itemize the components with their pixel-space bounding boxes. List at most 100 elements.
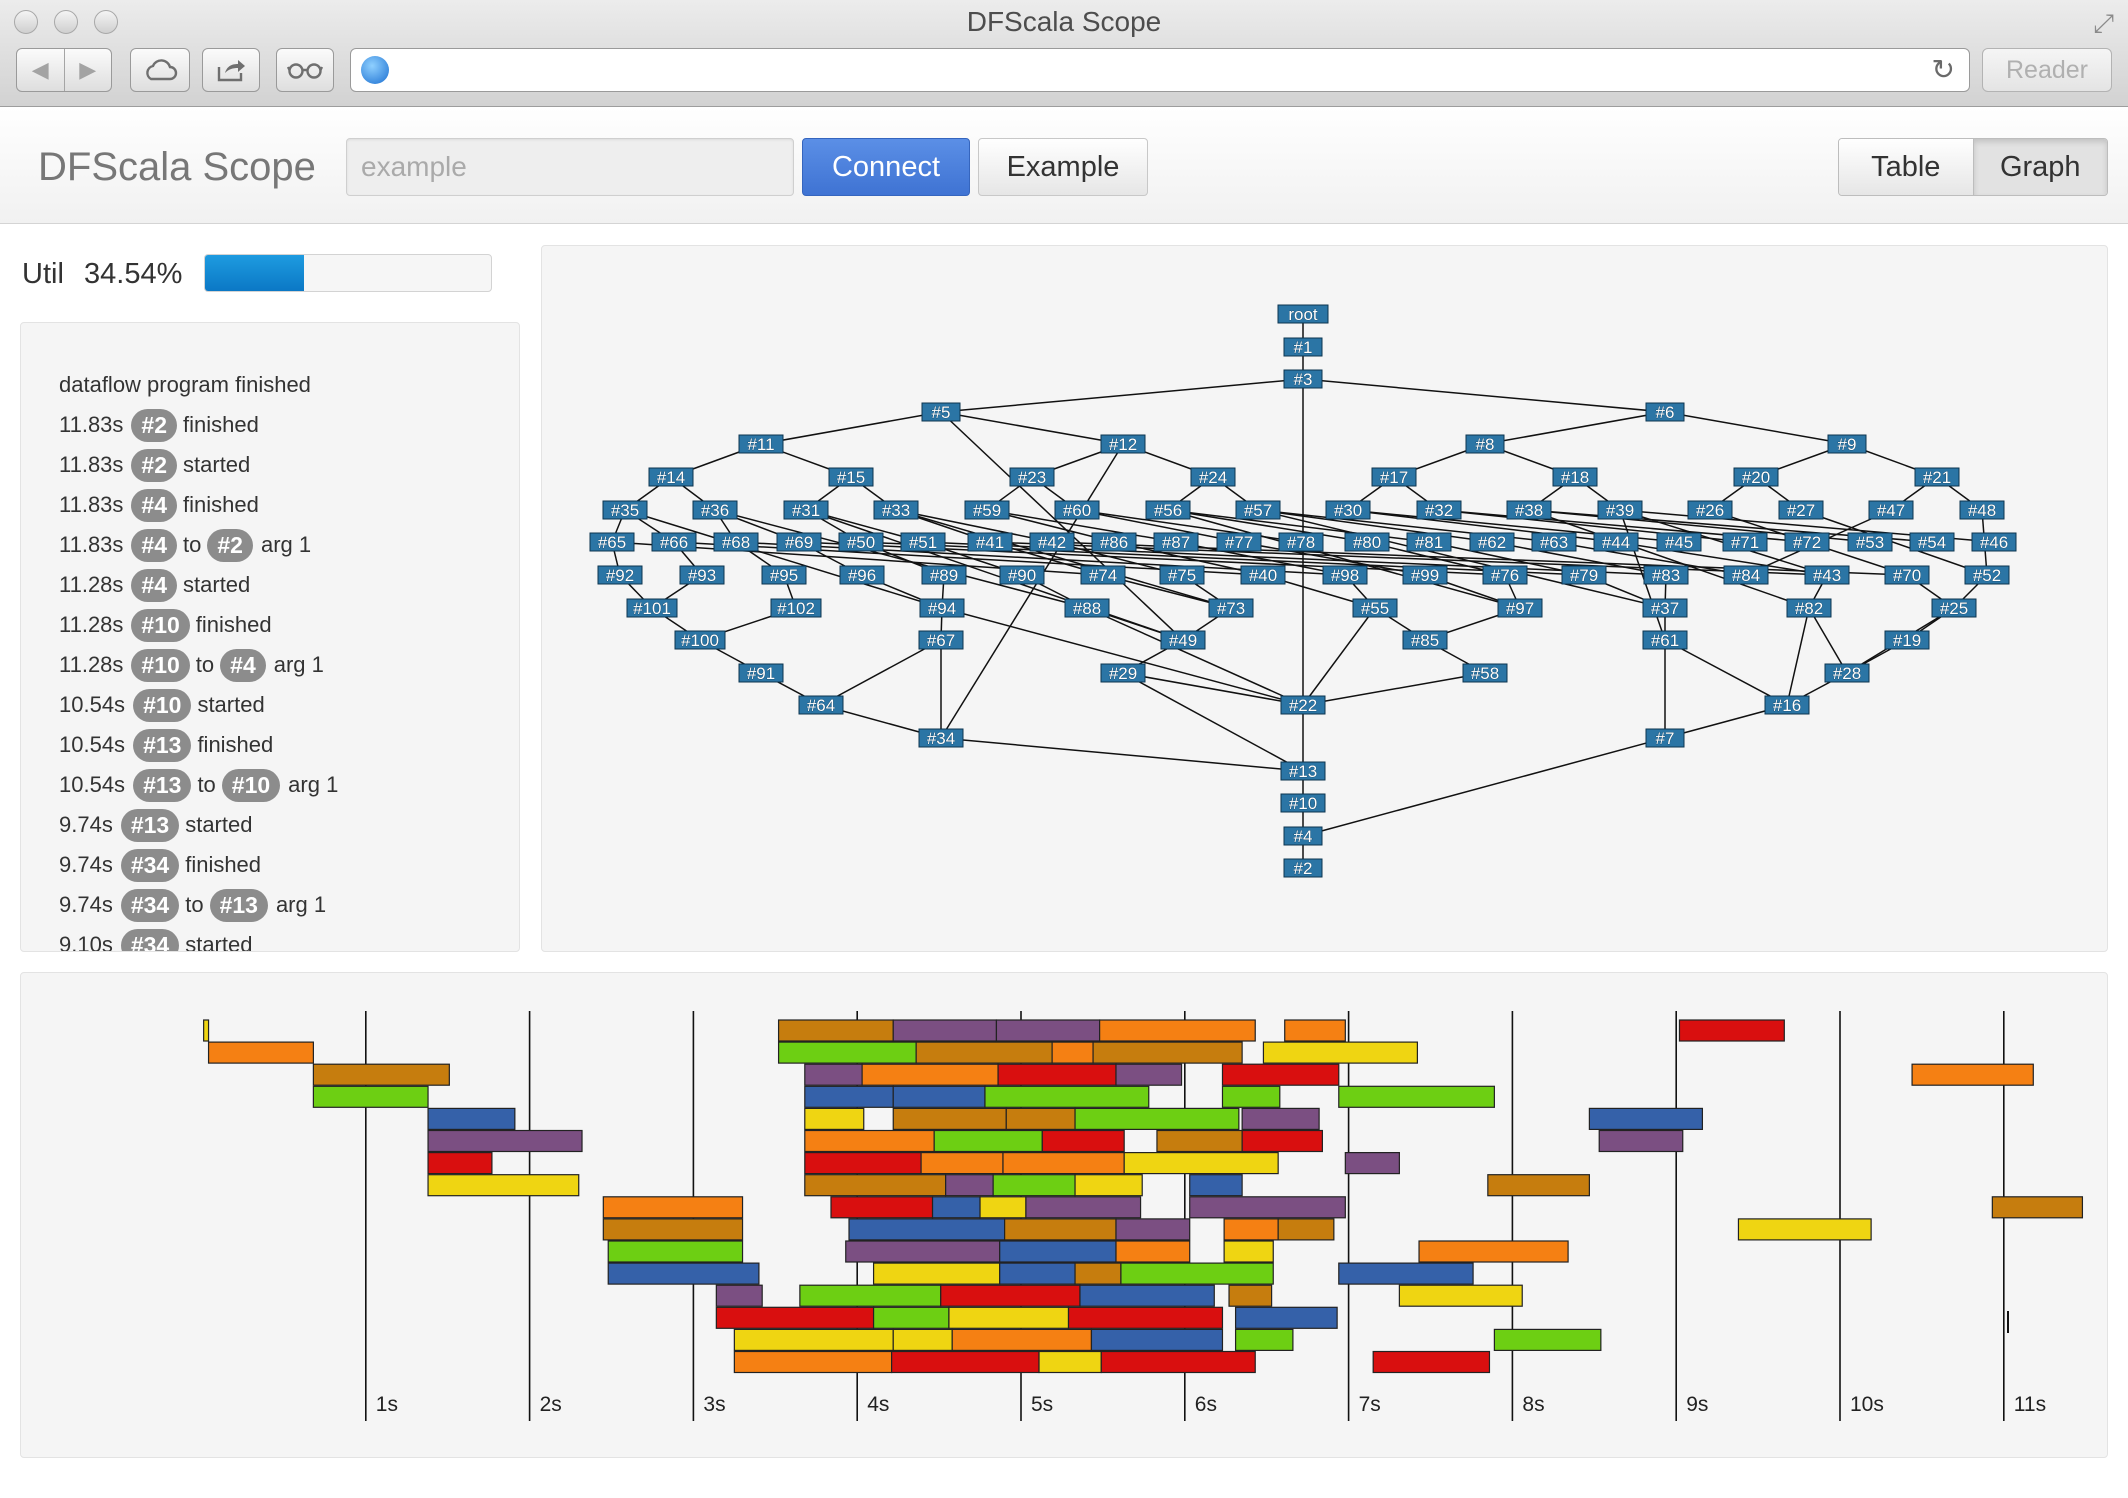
timeline-task-bar[interactable] bbox=[1156, 1129, 1243, 1153]
graph-node[interactable]: #26 bbox=[1687, 500, 1733, 520]
graph-node[interactable]: #57 bbox=[1235, 500, 1281, 520]
timeline-task-bar[interactable] bbox=[933, 1129, 1043, 1153]
timeline-task-bar[interactable] bbox=[892, 1085, 986, 1108]
timeline-task-bar[interactable] bbox=[602, 1218, 744, 1241]
graph-node[interactable]: #78 bbox=[1278, 532, 1324, 552]
timeline-task-bar[interactable] bbox=[845, 1240, 1001, 1263]
graph-node[interactable]: #34 bbox=[918, 728, 964, 748]
example-button[interactable]: Example bbox=[978, 138, 1148, 196]
graph-node[interactable]: #52 bbox=[1964, 565, 2010, 585]
graph-node[interactable]: #58 bbox=[1462, 663, 1508, 683]
timeline-task-bar[interactable] bbox=[1079, 1284, 1215, 1307]
graph-node[interactable]: #2 bbox=[1283, 858, 1323, 878]
graph-node[interactable]: #35 bbox=[602, 500, 648, 520]
graph-node[interactable]: #79 bbox=[1561, 565, 1607, 585]
graph-node[interactable]: #98 bbox=[1322, 565, 1368, 585]
table-view-button[interactable]: Table bbox=[1839, 139, 1974, 195]
graph-node[interactable]: #75 bbox=[1159, 565, 1205, 585]
timeline-task-bar[interactable] bbox=[1418, 1240, 1569, 1263]
timeline-task-bar[interactable] bbox=[861, 1063, 999, 1086]
reader-button[interactable]: Reader bbox=[1982, 48, 2112, 92]
graph-node[interactable]: #32 bbox=[1416, 500, 1462, 520]
timeline-task-bar[interactable] bbox=[1338, 1262, 1474, 1285]
graph-node[interactable]: #36 bbox=[692, 500, 738, 520]
fullscreen-icon[interactable]: ⤢ bbox=[2093, 8, 2114, 38]
graph-node[interactable]: #65 bbox=[589, 532, 635, 552]
graph-node[interactable]: #45 bbox=[1656, 532, 1702, 552]
timeline-task-bar[interactable] bbox=[1737, 1218, 1872, 1241]
graph-node[interactable]: #31 bbox=[783, 500, 829, 520]
timeline-task-bar[interactable] bbox=[1090, 1328, 1224, 1351]
timeline-task-bar[interactable] bbox=[1338, 1085, 1495, 1108]
timeline-task-bar[interactable] bbox=[1372, 1350, 1491, 1374]
graph-node[interactable]: #14 bbox=[648, 467, 694, 487]
timeline-task-bar[interactable] bbox=[804, 1085, 894, 1108]
graph-node[interactable]: #30 bbox=[1325, 500, 1371, 520]
graph-node[interactable]: #70 bbox=[1884, 565, 1930, 585]
timeline-task-bar[interactable] bbox=[1223, 1218, 1279, 1241]
graph-node[interactable]: #4 bbox=[1283, 826, 1323, 846]
graph-node[interactable]: #42 bbox=[1029, 532, 1075, 552]
timeline-task-bar[interactable] bbox=[804, 1129, 935, 1153]
graph-node[interactable]: #38 bbox=[1506, 500, 1552, 520]
timeline-task-bar[interactable] bbox=[804, 1107, 865, 1130]
graph-node[interactable]: #97 bbox=[1497, 598, 1543, 618]
event-log-panel[interactable]: dataflow program finished 11.83s #2 finishe… bbox=[20, 322, 520, 952]
timeline-task-bar[interactable] bbox=[872, 1306, 950, 1329]
timeline-task-bar[interactable] bbox=[999, 1240, 1117, 1263]
reload-icon[interactable]: ↻ bbox=[1931, 54, 1955, 85]
timeline-task-bar[interactable] bbox=[1221, 1063, 1340, 1086]
graph-node[interactable]: #11 bbox=[738, 434, 784, 454]
timeline-task-bar[interactable] bbox=[1262, 1041, 1418, 1064]
graph-node[interactable]: #72 bbox=[1784, 532, 1830, 552]
graph-node[interactable]: #18 bbox=[1552, 467, 1598, 487]
graph-node[interactable]: #61 bbox=[1642, 630, 1688, 650]
graph-node[interactable]: #87 bbox=[1153, 532, 1199, 552]
timeline-task-bar[interactable] bbox=[1005, 1107, 1076, 1130]
timeline-task-bar[interactable] bbox=[804, 1152, 922, 1175]
graph-node[interactable]: #47 bbox=[1868, 500, 1914, 520]
timeline-task-bar[interactable] bbox=[602, 1196, 744, 1219]
graph-node[interactable]: #62 bbox=[1469, 532, 1515, 552]
address-bar[interactable]: ↻ bbox=[350, 48, 1970, 92]
graph-node[interactable]: #21 bbox=[1914, 467, 1960, 487]
graph-node[interactable]: #76 bbox=[1482, 565, 1528, 585]
graph-node[interactable]: #71 bbox=[1722, 532, 1768, 552]
graph-node[interactable]: #68 bbox=[713, 532, 759, 552]
timeline-task-bar[interactable] bbox=[892, 1019, 998, 1042]
timeline-task-bar[interactable] bbox=[733, 1350, 893, 1374]
graph-node[interactable]: #63 bbox=[1531, 532, 1577, 552]
timeline-task-bar[interactable] bbox=[995, 1019, 1101, 1042]
graph-node[interactable]: #43 bbox=[1804, 565, 1850, 585]
timeline-task-bar[interactable] bbox=[979, 1196, 1027, 1219]
timeline-task-bar[interactable] bbox=[1678, 1019, 1785, 1042]
graph-node[interactable]: #24 bbox=[1190, 467, 1236, 487]
timeline-task-bar[interactable] bbox=[892, 1107, 1007, 1130]
close-window-button[interactable] bbox=[14, 10, 38, 34]
graph-node[interactable]: #85 bbox=[1402, 630, 1448, 650]
timeline-task-bar[interactable] bbox=[607, 1262, 760, 1285]
timeline-task-bar[interactable] bbox=[1120, 1262, 1274, 1285]
timeline-task-bar[interactable] bbox=[1493, 1328, 1602, 1351]
timeline-task-bar[interactable] bbox=[1221, 1085, 1281, 1108]
timeline-task-bar[interactable] bbox=[997, 1063, 1117, 1086]
graph-node[interactable]: #64 bbox=[798, 695, 844, 715]
timeline-task-bar[interactable] bbox=[945, 1174, 994, 1197]
timeline-task-bar[interactable] bbox=[920, 1152, 1004, 1175]
graph-node[interactable]: #73 bbox=[1208, 598, 1254, 618]
graph-node[interactable]: #22 bbox=[1280, 695, 1326, 715]
timeline-task-bar[interactable] bbox=[1092, 1041, 1243, 1064]
graph-node[interactable]: #74 bbox=[1080, 565, 1126, 585]
graph-node[interactable]: #96 bbox=[839, 565, 885, 585]
timeline-task-bar[interactable] bbox=[1074, 1107, 1240, 1130]
timeline-task-bar[interactable] bbox=[892, 1328, 953, 1351]
timeline-task-bar[interactable] bbox=[951, 1328, 1093, 1351]
graph-node[interactable]: #95 bbox=[761, 565, 807, 585]
timeline-task-bar[interactable] bbox=[427, 1152, 493, 1175]
graph-node[interactable]: #81 bbox=[1406, 532, 1452, 552]
timeline-task-bar[interactable] bbox=[207, 1041, 314, 1064]
timeline-task-bar[interactable] bbox=[1115, 1063, 1183, 1086]
graph-node[interactable]: #55 bbox=[1352, 598, 1398, 618]
timeline-task-bar[interactable] bbox=[992, 1174, 1076, 1197]
graph-node[interactable]: #66 bbox=[651, 532, 697, 552]
